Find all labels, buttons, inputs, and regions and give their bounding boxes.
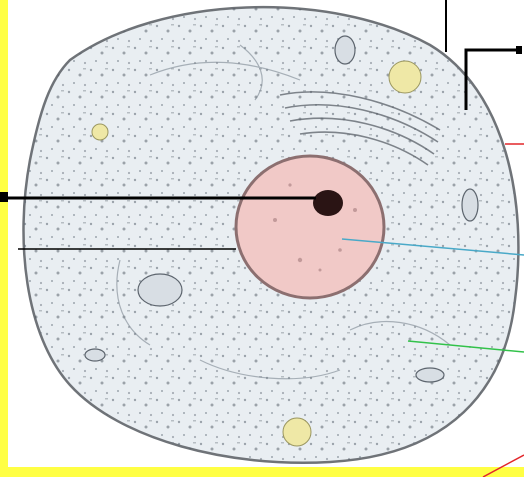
- golgi-apparatus: [279, 91, 441, 166]
- mitochondria: [84, 35, 479, 383]
- frame-bottom-edge: [0, 467, 524, 477]
- chromatin: [273, 183, 357, 272]
- frame-left-edge: [0, 0, 8, 477]
- label-marker-top-right: [516, 46, 522, 54]
- leader-line-top-right-bracket: [464, 48, 516, 110]
- nucleolus: [313, 190, 343, 216]
- leader-line-cyan: [341, 238, 524, 256]
- leader-lines: [8, 0, 524, 477]
- endoplasmic-reticulum: [116, 44, 451, 380]
- nucleus: [234, 154, 386, 300]
- vacuoles: [91, 60, 422, 447]
- leader-line-green: [407, 340, 524, 353]
- leader-line-red-lower: [482, 454, 524, 477]
- label-marker-left: [0, 192, 8, 202]
